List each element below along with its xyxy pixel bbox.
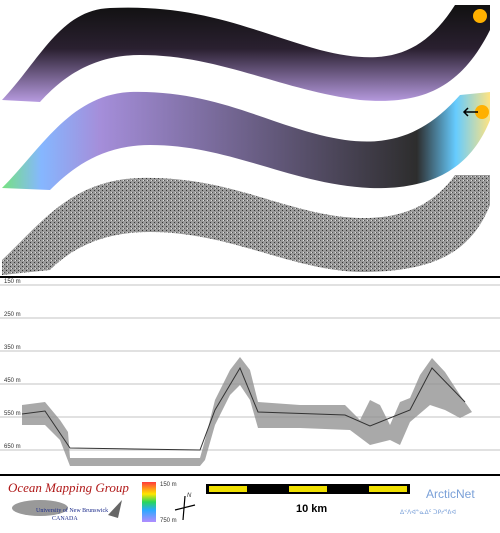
partner-name: ArcticNet bbox=[426, 487, 475, 501]
north-arrow bbox=[174, 495, 196, 521]
marker bbox=[473, 9, 487, 23]
profile-line bbox=[21, 366, 466, 451]
swath-panels bbox=[2, 5, 490, 275]
scale-segment bbox=[369, 486, 407, 492]
scale-segment bbox=[209, 486, 247, 492]
depth-label: 350 m bbox=[4, 345, 21, 351]
colorbar bbox=[142, 482, 156, 522]
colorbar-label: 750 m bbox=[160, 518, 177, 524]
logo-line: CANADA bbox=[52, 516, 78, 522]
marker bbox=[475, 105, 489, 119]
colorbar-label: 150 m bbox=[160, 482, 177, 488]
scale-segment bbox=[289, 486, 327, 492]
backscatter-swath bbox=[2, 175, 490, 275]
logo-fin bbox=[108, 500, 122, 518]
depth-label: 150 m bbox=[4, 279, 21, 285]
bathymetry-swath-1 bbox=[2, 5, 490, 102]
scale-label: 10 km bbox=[296, 503, 327, 515]
depth-label: 450 m bbox=[4, 378, 21, 384]
seabed-profile bbox=[22, 357, 472, 466]
footer: Ocean Mapping Group University of New Br… bbox=[8, 480, 475, 524]
logo-line: University of New Brunswick bbox=[36, 507, 108, 514]
partner-inuktitut: ᐃᑉᐱᐊᓐᓇᐃᑦ ᑐᑭᓯᕐᕕᐊ bbox=[400, 509, 456, 516]
depth-label: 250 m bbox=[4, 312, 21, 318]
bathymetry-swath-2 bbox=[2, 91, 490, 190]
depth-label: 550 m bbox=[4, 411, 21, 417]
depth-grid: 150 m 250 m 350 m 450 m 550 m 650 m bbox=[0, 279, 500, 451]
arrow bbox=[462, 107, 478, 117]
logo-image bbox=[12, 500, 68, 516]
depth-label: 650 m bbox=[4, 444, 21, 450]
logo-title: Ocean Mapping Group bbox=[8, 480, 129, 495]
north-label: N bbox=[187, 493, 192, 499]
